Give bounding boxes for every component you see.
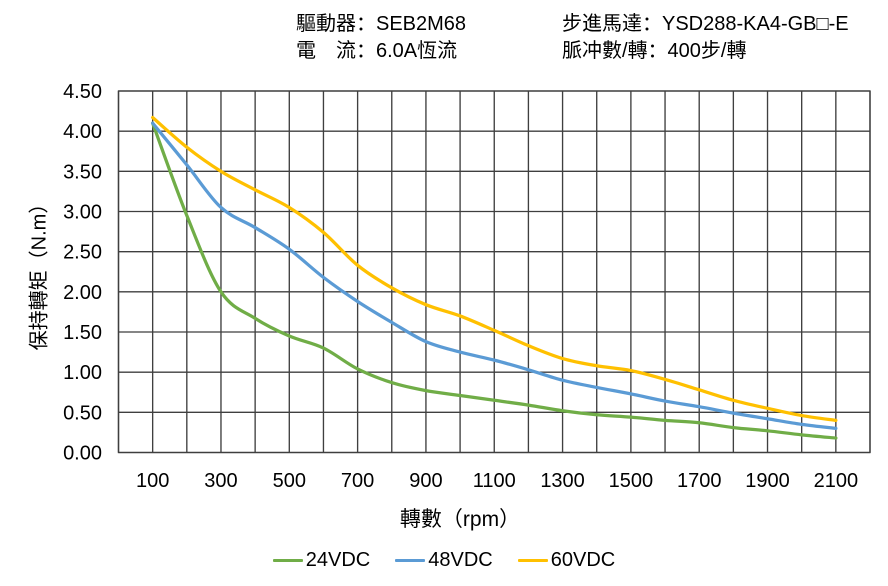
legend-item-48vdc: 48VDC (395, 549, 493, 572)
header-pulses-per-rev: 脈冲數/轉：400步/轉 (562, 40, 747, 62)
y-tick-label: 2.50 (63, 242, 102, 264)
x-tick-label: 100 (136, 470, 169, 492)
legend-label-24vdc: 24VDC (305, 549, 371, 571)
x-tick-label: 500 (273, 470, 306, 492)
header-motor-model: 步進馬達：YSD288-KA4-GB□-E (562, 13, 849, 35)
series-line-60vdc (151, 115, 838, 422)
legend-label-60vdc: 60VDC (550, 549, 616, 571)
x-tick-label: 900 (409, 470, 442, 492)
x-tick-label: 1900 (745, 470, 790, 492)
x-tick-label: 1500 (609, 470, 654, 492)
header-driver-model: 驅動器：SEB2M68 (296, 13, 467, 35)
x-tick-label: 300 (204, 470, 237, 492)
legend-line-60vdc-icon (517, 559, 548, 562)
y-tick-label: 1.50 (63, 322, 102, 344)
y-tick-label: 4.50 (63, 81, 102, 103)
x-tick-label: 2100 (814, 470, 859, 492)
series-line-24vdc (151, 121, 838, 440)
y-tick-label: 3.50 (63, 161, 102, 183)
legend-line-48vdc-icon (395, 559, 426, 562)
y-tick-label: 2.00 (63, 282, 102, 304)
x-tick-label: 700 (341, 470, 374, 492)
x-tick-label: 1700 (677, 470, 722, 492)
legend-item-60vdc: 60VDC (517, 549, 616, 572)
y-tick-label: 3.00 (63, 202, 102, 224)
legend: 24VDC 48VDC 60VDC (0, 549, 888, 572)
plot-border (117, 90, 871, 454)
chart-plot-area: 0.00 0.50 1.00 1.50 2.00 2.50 3.00 3.50 4.00 4.50… (63, 81, 871, 492)
y-tick-label: 4.00 (63, 121, 102, 143)
legend-line-24vdc-icon (272, 559, 303, 562)
y-tick-label: 0.00 (63, 443, 102, 465)
y-tick-label: 0.50 (63, 402, 102, 424)
legend-label-48vdc: 48VDC (428, 549, 493, 571)
header-current: 電 流：6.0A恆流 (296, 40, 458, 62)
y-axis-title: 保持轉矩（N.m） (28, 193, 51, 351)
y-tick-label: 1.00 (63, 362, 102, 384)
x-axis-title: 轉數（rpm） (399, 508, 521, 531)
series-line-48vdc (151, 121, 838, 431)
x-tick-label: 1300 (540, 470, 585, 492)
legend-item-24vdc: 24VDC (272, 549, 371, 572)
header-right-column: 步進馬達：YSD288-KA4-GB□-E 脈冲數/轉：400步/轉 (562, 11, 849, 65)
x-tick-label: 1100 (473, 470, 516, 492)
header-left-column: 驅動器：SEB2M68 電 流：6.0A恆流 (296, 11, 466, 65)
